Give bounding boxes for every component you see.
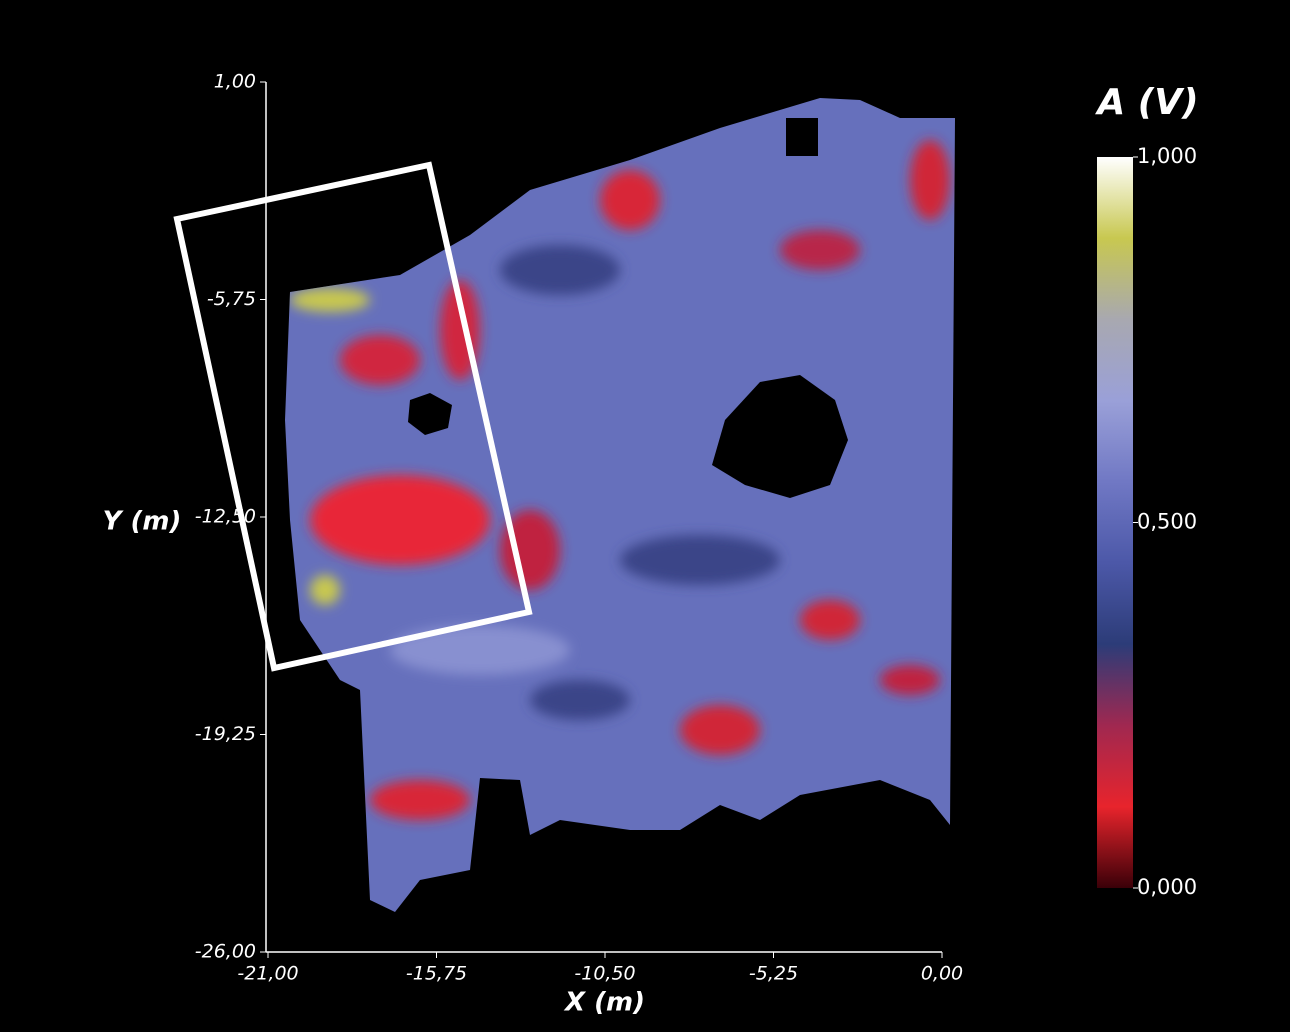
x-tick-label: -5,25 bbox=[749, 963, 798, 985]
x-tick-label: -15,75 bbox=[406, 963, 467, 985]
colorbar-tick-label: 0,500 bbox=[1137, 510, 1197, 534]
x-axis-label: X (m) bbox=[563, 988, 645, 1018]
y-tick-label: -19,25 bbox=[195, 723, 256, 745]
y-tick-label: -12,50 bbox=[195, 506, 256, 528]
y-tick-label: 1,00 bbox=[214, 71, 256, 93]
x-tick-label: -10,50 bbox=[574, 963, 635, 985]
y-tick-label: -26,00 bbox=[195, 941, 256, 963]
x-tick-label: 0,00 bbox=[921, 963, 963, 985]
colorbar-tick-label: 1,000 bbox=[1137, 144, 1197, 168]
x-tick-label: -21,00 bbox=[237, 963, 298, 985]
y-axis-label: Y (m) bbox=[103, 507, 182, 537]
colorbar-title: A (V) bbox=[1094, 82, 1198, 123]
y-tick-label: -5,75 bbox=[207, 288, 256, 310]
colorbar-tick-label: 0,000 bbox=[1137, 875, 1197, 899]
colorbar bbox=[1097, 157, 1133, 888]
chart: X (m) Y (m) A (V) -21,00 -15,75 -10,50 -5,2… bbox=[0, 0, 1290, 1032]
